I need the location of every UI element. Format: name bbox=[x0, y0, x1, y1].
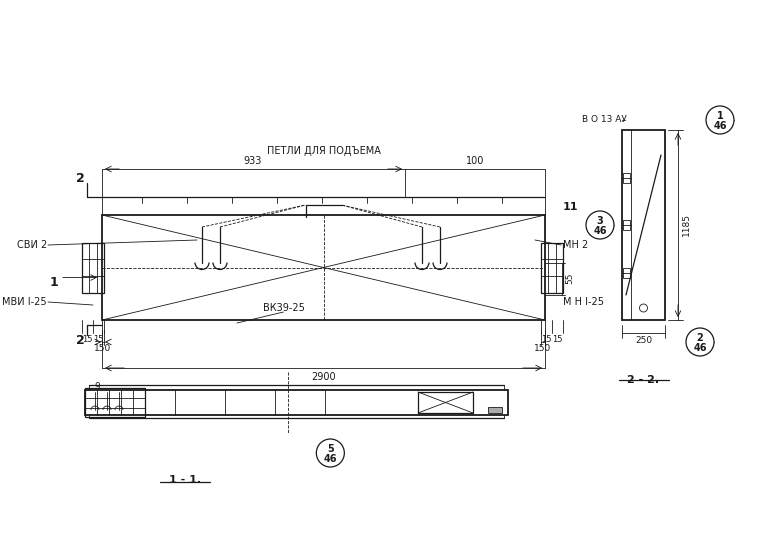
Text: 15: 15 bbox=[552, 335, 563, 344]
Circle shape bbox=[686, 328, 714, 356]
Text: 46: 46 bbox=[693, 343, 707, 353]
Bar bbox=[623, 267, 630, 278]
Text: 9: 9 bbox=[94, 382, 100, 391]
Text: 15: 15 bbox=[93, 335, 104, 344]
Text: 5: 5 bbox=[327, 444, 334, 454]
Text: 1: 1 bbox=[717, 111, 724, 121]
Text: 46: 46 bbox=[324, 454, 337, 464]
Text: М Н I-25: М Н I-25 bbox=[563, 297, 604, 307]
Text: 2: 2 bbox=[697, 333, 704, 343]
Text: СВИ 2: СВИ 2 bbox=[17, 240, 47, 250]
Text: 46: 46 bbox=[714, 121, 727, 132]
Text: 15: 15 bbox=[83, 335, 92, 344]
Text: 933: 933 bbox=[244, 156, 262, 166]
Bar bbox=[102, 215, 545, 320]
Bar bbox=[82, 243, 104, 293]
Text: 1 - 1.: 1 - 1. bbox=[169, 475, 201, 485]
Text: 1: 1 bbox=[50, 276, 58, 289]
Text: 3: 3 bbox=[597, 216, 604, 226]
Text: 15: 15 bbox=[541, 335, 552, 344]
Text: МН 2: МН 2 bbox=[563, 240, 588, 250]
Circle shape bbox=[316, 439, 345, 467]
Bar bbox=[85, 390, 508, 415]
Text: 11: 11 bbox=[563, 202, 578, 212]
Text: 2 - 2.: 2 - 2. bbox=[627, 375, 659, 385]
Text: 55: 55 bbox=[565, 273, 574, 284]
Text: 150: 150 bbox=[95, 344, 112, 353]
Text: 100: 100 bbox=[466, 156, 484, 166]
Text: МВИ I-25: МВИ I-25 bbox=[2, 297, 47, 307]
Text: 2: 2 bbox=[76, 334, 84, 347]
Text: ПЕТЛИ ДЛЯ ПОДЪЕМА: ПЕТЛИ ДЛЯ ПОДЪЕМА bbox=[267, 146, 380, 156]
Bar bbox=[622, 130, 665, 320]
Text: ВК39-25: ВК39-25 bbox=[263, 303, 304, 313]
Text: 250: 250 bbox=[635, 336, 652, 345]
Bar bbox=[488, 407, 502, 413]
Circle shape bbox=[586, 211, 614, 239]
Bar bbox=[623, 172, 630, 183]
Text: В О 13 АУ: В О 13 АУ bbox=[582, 115, 627, 125]
Text: 46: 46 bbox=[594, 226, 607, 236]
Bar bbox=[85, 388, 145, 417]
Text: 2: 2 bbox=[76, 172, 84, 185]
Text: 150: 150 bbox=[534, 344, 552, 353]
Text: 2900: 2900 bbox=[311, 372, 336, 382]
Circle shape bbox=[706, 106, 734, 134]
Text: 1185: 1185 bbox=[682, 213, 691, 237]
Bar bbox=[541, 243, 563, 293]
Bar bbox=[418, 392, 473, 413]
Bar bbox=[623, 220, 630, 230]
